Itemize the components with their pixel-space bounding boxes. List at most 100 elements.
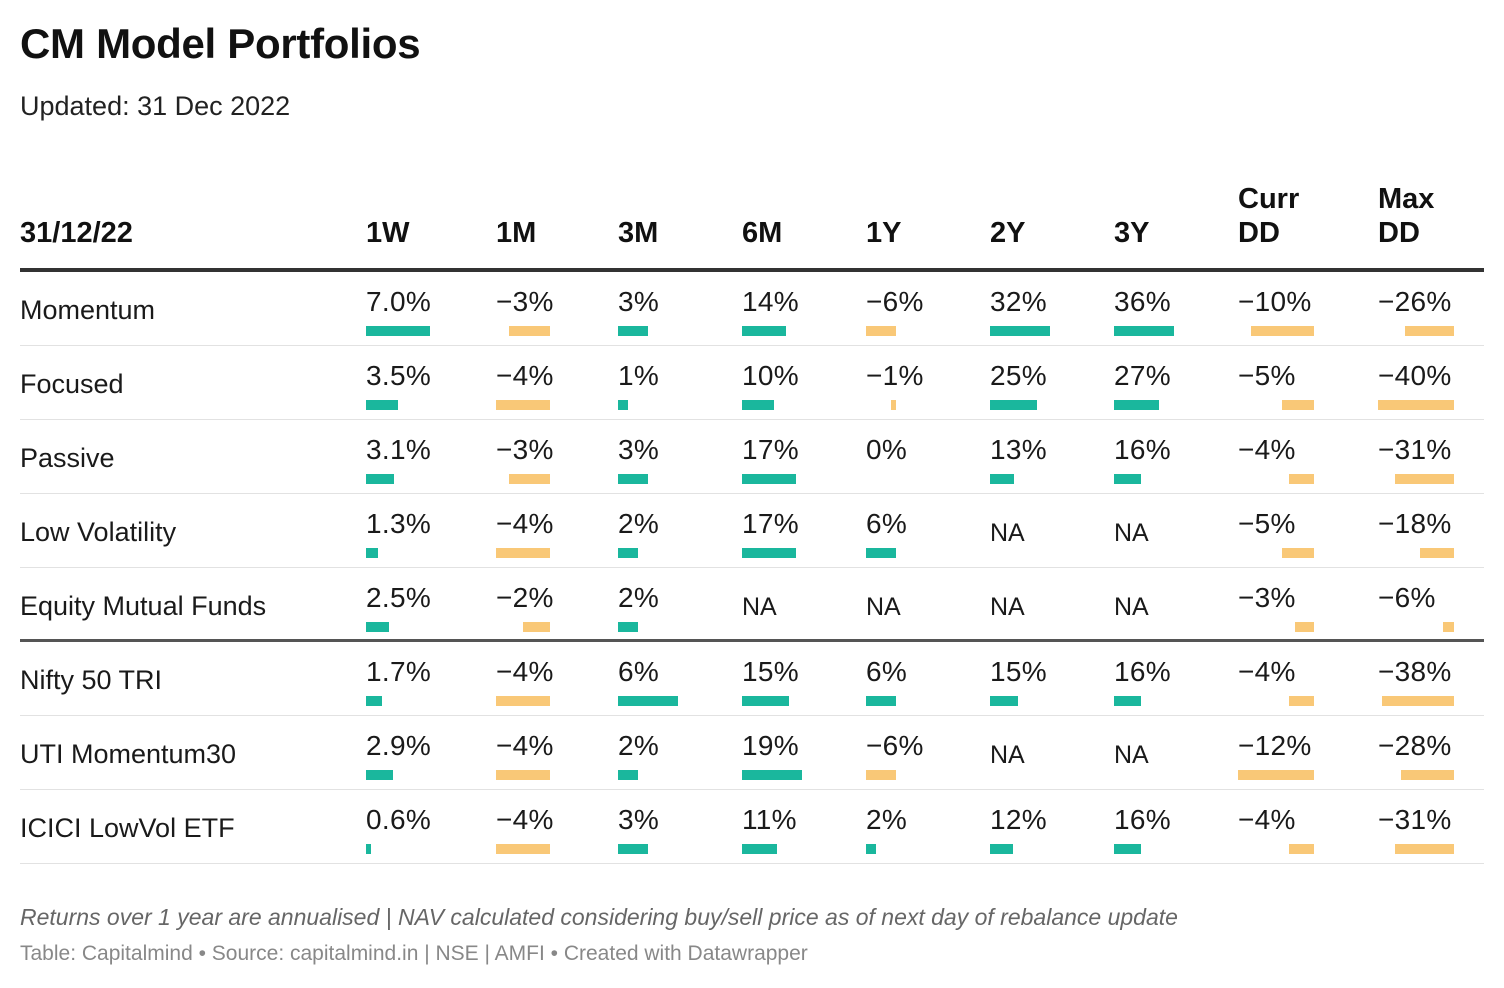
cell-value: 25%: [990, 360, 1047, 391]
header-col-6m[interactable]: 6M: [742, 217, 783, 249]
cell-value: −4%: [1238, 434, 1296, 465]
cell-value: −4%: [496, 656, 554, 687]
cell-col-1w: 1.7%: [366, 642, 490, 715]
cell-value: 16%: [1114, 804, 1171, 835]
header-col-2y[interactable]: 2Y: [990, 217, 1026, 249]
negative-bar: [1282, 400, 1314, 410]
cell-value: NA: [866, 593, 901, 621]
negative-bar: [1395, 844, 1454, 854]
positive-bar: [618, 400, 628, 410]
cell-col-6m: 15%: [742, 642, 866, 715]
cell-value: 12%: [990, 804, 1047, 835]
cell-col-1m: −3%: [496, 272, 620, 345]
cell-value: −6%: [866, 730, 924, 761]
cell-value: −1%: [866, 360, 924, 391]
cell-value: 3.1%: [366, 434, 432, 465]
cell-col-2y: NA: [990, 494, 1114, 567]
table-row: Equity Mutual Funds 2.5% −2% 2% NA NA NA NA −3% −…: [20, 568, 1484, 642]
cell-value: −40%: [1378, 360, 1452, 391]
cell-col-3y: 16%: [1114, 790, 1238, 863]
negative-bar: [1401, 770, 1454, 780]
positive-bar: [742, 474, 796, 484]
row-label: UTI Momentum30: [20, 739, 237, 769]
cell-value: −6%: [1378, 582, 1436, 613]
cell-value: −4%: [1238, 804, 1296, 835]
cell-col-3y: NA: [1114, 716, 1238, 789]
positive-bar: [990, 474, 1014, 484]
positive-bar: [1114, 400, 1159, 410]
cell-col-curr-dd: −5%: [1238, 346, 1362, 419]
cell-value: 0%: [866, 434, 908, 465]
row-label: ICICI LowVol ETF: [20, 813, 235, 843]
cell-value: 2.9%: [366, 730, 432, 761]
positive-bar: [742, 770, 802, 780]
negative-bar: [1420, 548, 1454, 558]
cell-value: −12%: [1238, 730, 1312, 761]
cell-value: −26%: [1378, 286, 1452, 317]
cell-value: 13%: [990, 434, 1047, 465]
positive-bar: [366, 770, 393, 780]
row-label: Equity Mutual Funds: [20, 591, 267, 621]
cell-col-curr-dd: −12%: [1238, 716, 1362, 789]
cell-col-3m: 1%: [618, 346, 742, 419]
positive-bar: [742, 696, 789, 706]
header-date[interactable]: 31/12/22: [20, 217, 133, 249]
header-col-3m[interactable]: 3M: [618, 217, 659, 249]
cell-col-6m: NA: [742, 568, 866, 641]
negative-bar: [866, 770, 896, 780]
negative-bar: [1443, 622, 1454, 632]
header-col-1m[interactable]: 1M: [496, 217, 537, 249]
negative-bar: [891, 400, 896, 410]
cell-col-max-dd: −28%: [1378, 716, 1502, 789]
header-col-3y[interactable]: 3Y: [1114, 217, 1150, 249]
header-col-max-dd[interactable]: Max DD: [1378, 183, 1435, 249]
cell-col-1y: −1%: [866, 346, 990, 419]
cell-col-1m: −4%: [496, 494, 620, 567]
cell-col-1y: NA: [866, 568, 990, 641]
negative-bar: [1378, 400, 1454, 410]
cell-value: −28%: [1378, 730, 1452, 761]
cell-value: 10%: [742, 360, 799, 391]
table-row: Low Volatility 1.3% −4% 2% 17% 6% NA NA −5% −18%: [20, 494, 1484, 568]
cell-value: NA: [990, 741, 1025, 769]
cell-value: 2%: [618, 582, 660, 613]
cell-value: 16%: [1114, 656, 1171, 687]
header-col-1w[interactable]: 1W: [366, 217, 410, 249]
positive-bar: [1114, 326, 1174, 336]
cell-col-curr-dd: −10%: [1238, 272, 1362, 345]
cell-col-curr-dd: −5%: [1238, 494, 1362, 567]
cell-value: 15%: [742, 656, 799, 687]
positive-bar: [1114, 696, 1141, 706]
cell-value: 17%: [742, 434, 799, 465]
positive-bar: [866, 548, 896, 558]
header-col-1y[interactable]: 1Y: [866, 217, 902, 249]
cell-value: 3%: [618, 434, 660, 465]
positive-bar: [618, 548, 638, 558]
cell-col-6m: 14%: [742, 272, 866, 345]
positive-bar: [366, 326, 430, 336]
cell-col-curr-dd: −4%: [1238, 420, 1362, 493]
cell-value: 3%: [618, 286, 660, 317]
cell-col-3m: 3%: [618, 790, 742, 863]
cell-value: −18%: [1378, 508, 1452, 539]
negative-bar: [1289, 844, 1314, 854]
table-row: Passive 3.1% −3% 3% 17% 0% 13% 16% −4% −31%: [20, 420, 1484, 494]
cell-value: −5%: [1238, 508, 1296, 539]
table-footer: Table: Capitalmind • Source: capitalmind…: [20, 942, 808, 965]
cell-value: 19%: [742, 730, 799, 761]
positive-bar: [742, 844, 777, 854]
cell-value: NA: [990, 593, 1025, 621]
table-header: 31/12/22 1W 1M 3M 6M 1Y 2Y 3Y Curr DD Max DD: [20, 178, 1484, 272]
header-col-curr-dd[interactable]: Curr DD: [1238, 183, 1300, 249]
table-row: Momentum 7.0% −3% 3% 14% −6% 32% 36% −10% −26%: [20, 272, 1484, 346]
cell-col-6m: 19%: [742, 716, 866, 789]
cell-value: 1.3%: [366, 508, 432, 539]
negative-bar: [496, 770, 550, 780]
negative-bar: [1238, 770, 1314, 780]
positive-bar: [742, 548, 796, 558]
row-label: Focused: [20, 369, 124, 399]
negative-bar: [1289, 474, 1314, 484]
cell-col-curr-dd: −4%: [1238, 790, 1362, 863]
table-notes: Returns over 1 year are annualised | NAV…: [20, 904, 1178, 930]
cell-col-3m: 6%: [618, 642, 742, 715]
